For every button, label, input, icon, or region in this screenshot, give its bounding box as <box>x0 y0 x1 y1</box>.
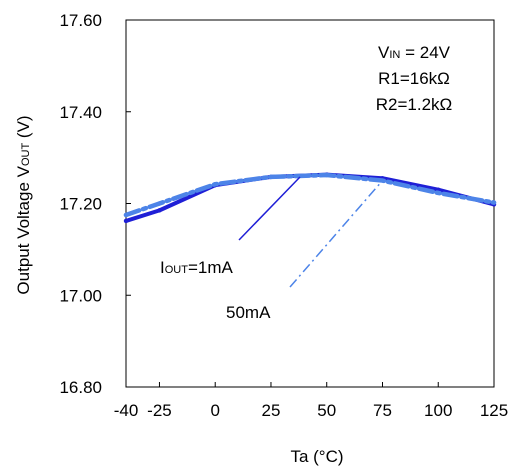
series-layer <box>123 172 497 224</box>
series-line-50ma <box>123 172 497 218</box>
vin-v: V <box>378 43 390 62</box>
data-point <box>157 201 162 206</box>
data-point <box>324 172 329 178</box>
y-title-main: Output Voltage V <box>14 165 33 294</box>
vin-sub: IN <box>389 49 400 61</box>
x-tick-label: -40 <box>114 401 139 420</box>
condition-vin: VIN = 24V <box>378 43 451 62</box>
y-tick-label: 16.80 <box>59 378 102 397</box>
x-tick-label: 125 <box>480 401 508 420</box>
label-1ma-rest: =1mA <box>188 258 234 277</box>
x-axis-title: Ta (°C) <box>290 447 343 466</box>
data-point <box>123 212 129 218</box>
data-point <box>436 190 441 196</box>
y-tick-label: 17.00 <box>59 286 102 305</box>
annotations: IOUT=1mA 50mA VIN = 24V R1=16kΩ R2=1.2kΩ <box>160 43 452 322</box>
y-tick-label: 17.20 <box>59 195 102 214</box>
annotation-label-50ma: 50mA <box>226 303 271 322</box>
x-tick-label: -25 <box>147 401 172 420</box>
condition-r1: R1=16kΩ <box>378 69 450 88</box>
annotation-leader-50ma <box>289 179 384 288</box>
y-title-sub: OUT <box>20 143 32 167</box>
x-tick-label: 75 <box>373 401 392 420</box>
annotation-label-1ma: IOUT=1mA <box>160 258 234 277</box>
condition-r2: R2=1.2kΩ <box>376 95 453 114</box>
axis-ticks: -40 -25 0 25 50 75 100 125 16.80 17.00 17.20 17.40 1… <box>59 11 508 420</box>
label-1ma-i: I <box>160 258 165 277</box>
label-1ma-sub: OUT <box>165 264 189 276</box>
x-tick-label: 100 <box>424 401 452 420</box>
data-point <box>213 182 218 187</box>
data-point <box>157 208 162 213</box>
data-point <box>268 174 274 180</box>
data-point <box>491 200 497 205</box>
x-tick-label: 25 <box>262 401 281 420</box>
annotation-leader-1ma <box>238 176 301 241</box>
y-axis-title: Output Voltage VOUT (V) <box>14 115 33 294</box>
x-tick-label: 50 <box>317 401 336 420</box>
y-tick-label: 17.60 <box>59 11 102 30</box>
vin-rest: = 24V <box>400 43 450 62</box>
x-tick-label: 0 <box>210 401 219 420</box>
y-tick-label: 17.40 <box>59 103 102 122</box>
data-point <box>123 218 129 224</box>
y-title-unit: (V) <box>14 115 33 142</box>
